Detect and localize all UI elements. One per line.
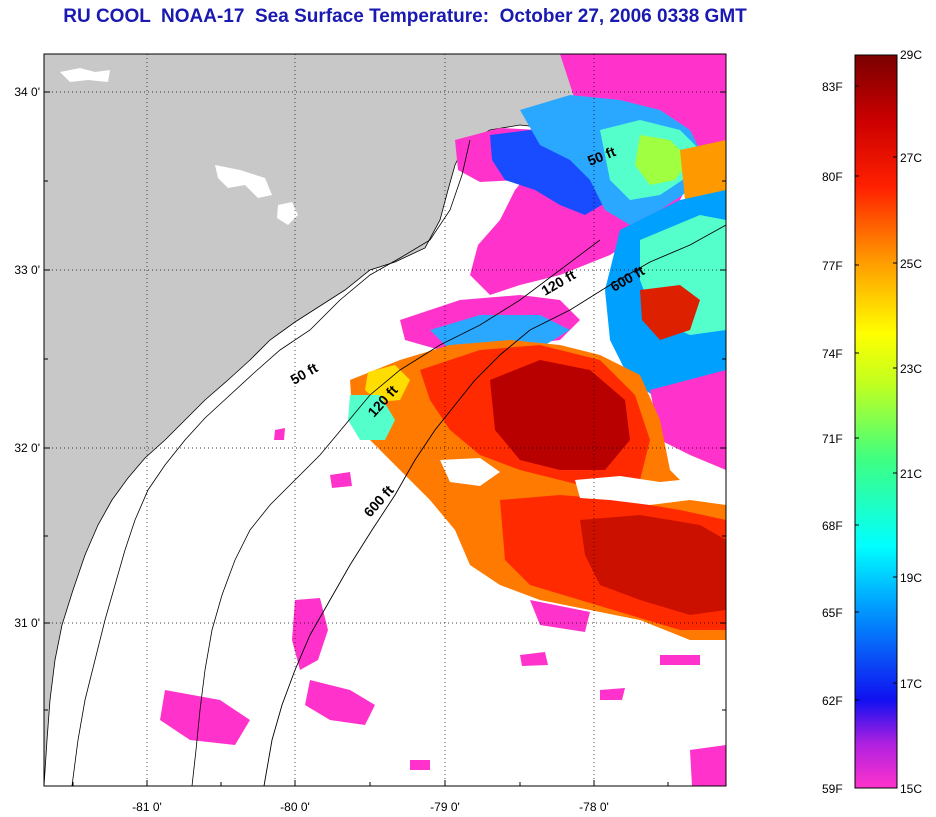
colorbar-c-label: 19C (900, 571, 923, 585)
colorbar-c-label: 15C (900, 782, 923, 796)
isobath-120ft (191, 239, 601, 786)
inland-lake (277, 202, 298, 225)
isobath-600ft (263, 224, 726, 786)
graticule (44, 54, 726, 786)
colorbar-f-label: 71F (822, 432, 843, 446)
lat-label: 33 0' (14, 263, 40, 277)
colorbar-c-label: 17C (900, 677, 923, 691)
colorbar-ticks (855, 85, 897, 701)
inland-lake (215, 165, 272, 198)
colorbar-f-label: 59F (822, 782, 843, 796)
inland-lake (60, 68, 110, 82)
colorbar-f-label: 62F (822, 694, 843, 708)
lon-label: -79 0' (430, 800, 460, 814)
axis-ticks (44, 91, 726, 786)
colorbar-c-label: 29C (900, 48, 923, 62)
land-mass (44, 54, 601, 786)
lat-label: 31 0' (14, 616, 40, 630)
lon-label: -81 0' (132, 800, 162, 814)
lat-label: 34 0' (14, 85, 40, 99)
lat-label: 32 0' (14, 441, 40, 455)
lon-label: -78 0' (579, 800, 609, 814)
colorbar-c-label: 27C (900, 151, 923, 165)
lon-label: -80 0' (280, 800, 310, 814)
colorbar-c-label: 23C (900, 362, 923, 376)
colorbar-f-label: 83F (822, 80, 843, 94)
sst-field (160, 54, 726, 786)
colorbar-c-label: 21C (900, 467, 923, 481)
colorbar-f-label: 74F (822, 347, 843, 361)
colorbar-f-label: 68F (822, 519, 843, 533)
colorbar-f-label: 65F (822, 606, 843, 620)
colorbar-f-label: 77F (822, 259, 843, 273)
colorbar (854, 54, 898, 789)
colorbar-c-label: 25C (900, 257, 923, 271)
isobath-50ft (71, 139, 471, 786)
colorbar-f-label: 80F (822, 170, 843, 184)
map-title: RU COOL NOAA-17 Sea Surface Temperature:… (63, 6, 747, 27)
